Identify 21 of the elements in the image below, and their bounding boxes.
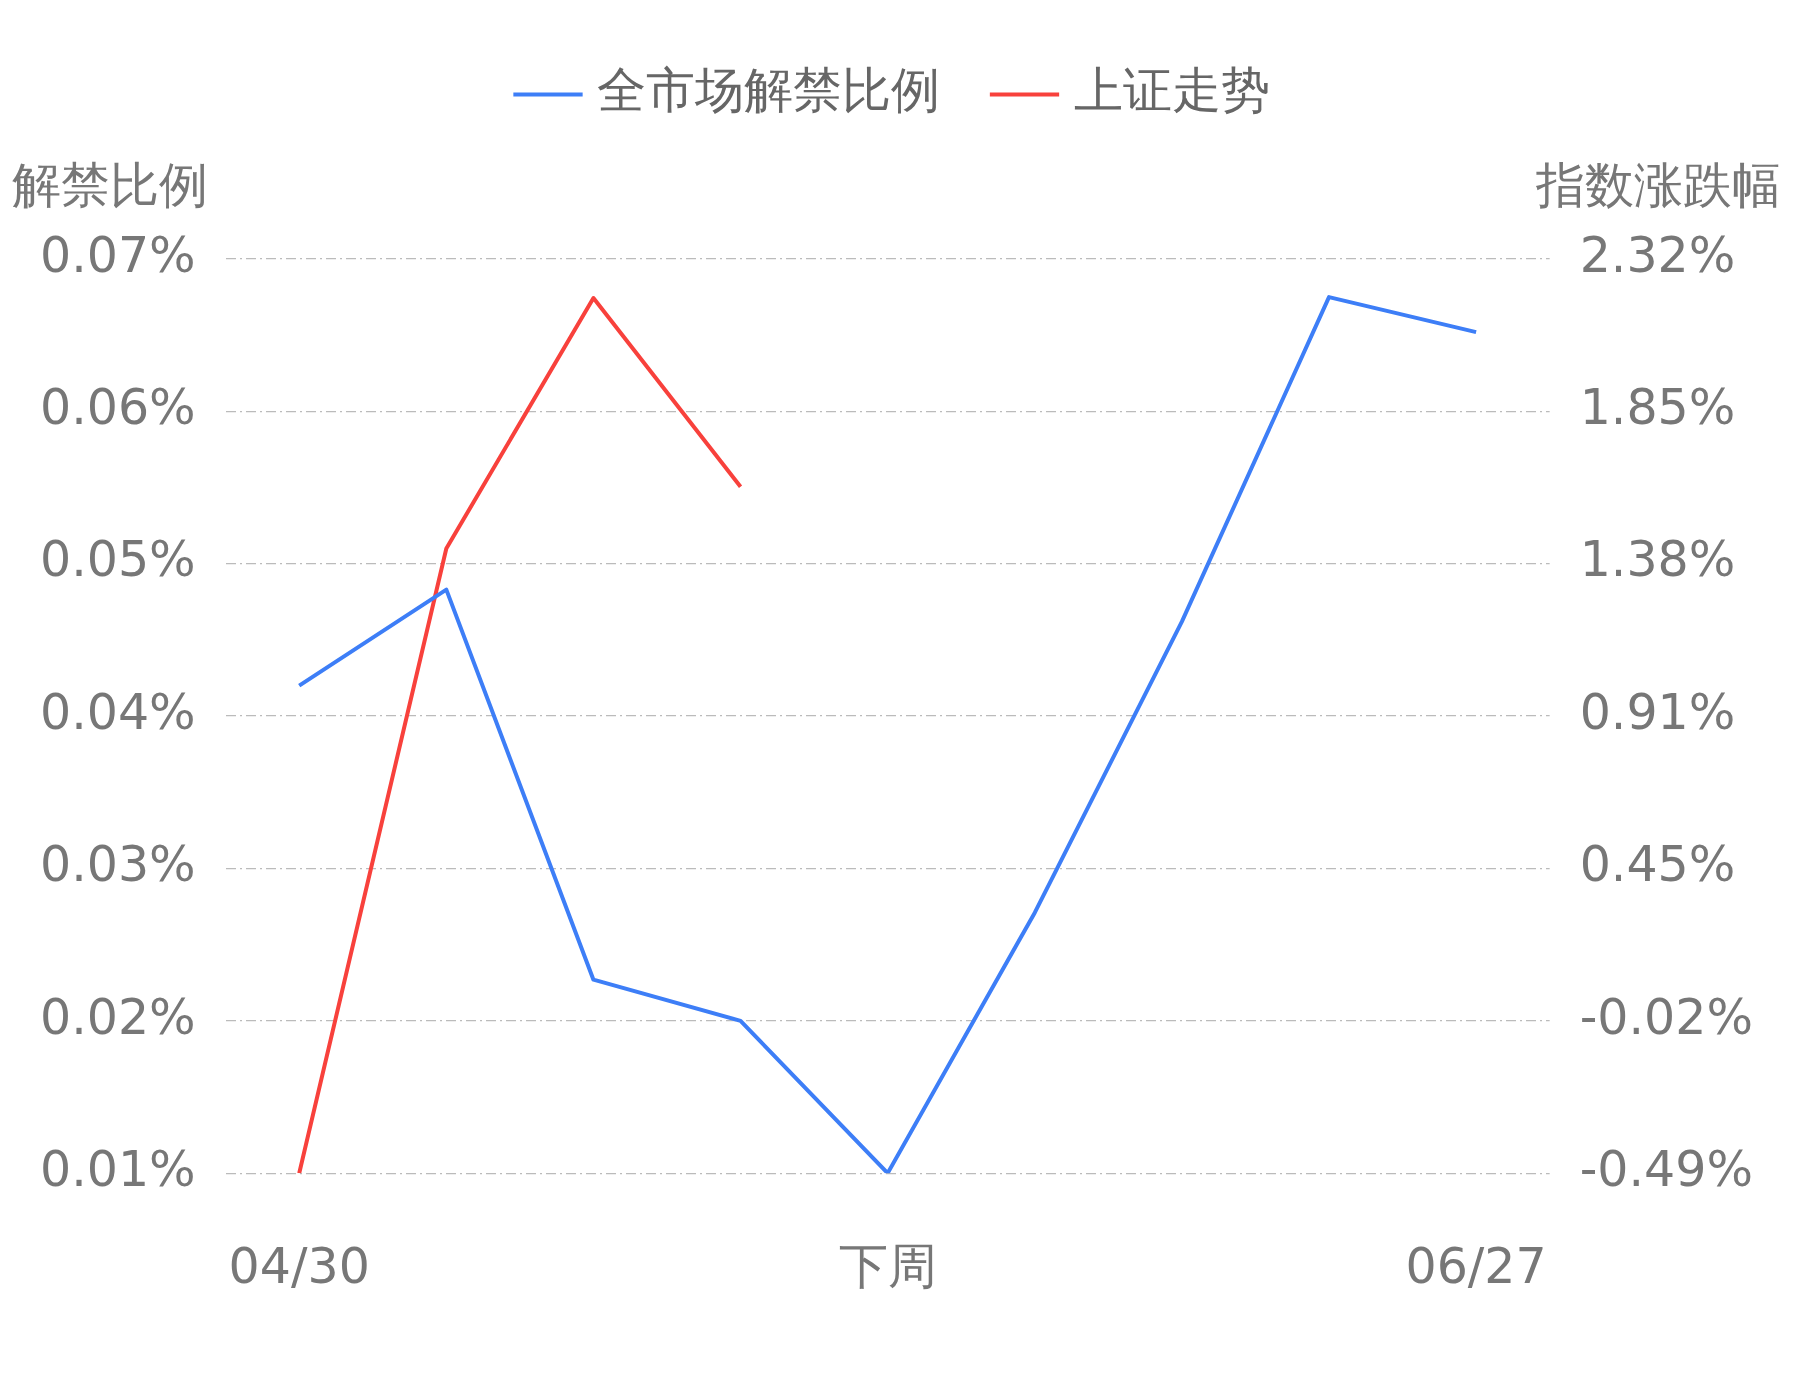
y-tick-label: 0.05% bbox=[39, 531, 196, 589]
x-tick-label: 下周 bbox=[838, 1238, 937, 1296]
x-tick-label: 04/30 bbox=[228, 1238, 370, 1296]
x-tick-label: 06/27 bbox=[1405, 1238, 1547, 1296]
y-tick-label: 0.06% bbox=[39, 379, 196, 437]
y2-tick-label: 0.45% bbox=[1579, 836, 1736, 894]
y-axis-title: 解禁比例 bbox=[12, 157, 208, 215]
y2-axis-title: 指数涨跌幅 bbox=[1535, 157, 1781, 215]
y2-tick-label: -0.49% bbox=[1579, 1140, 1753, 1198]
y2-tick-label: 2.32% bbox=[1579, 226, 1736, 284]
legend-label: 全市场解禁比例 bbox=[597, 62, 940, 120]
y-tick-label: 0.02% bbox=[39, 988, 196, 1046]
legend-label: 上证走势 bbox=[1073, 62, 1270, 120]
y-tick-label: 0.04% bbox=[39, 683, 196, 741]
y2-tick-label: -0.02% bbox=[1579, 988, 1753, 1046]
y2-tick-label: 0.91% bbox=[1579, 683, 1736, 741]
y-tick-label: 0.01% bbox=[39, 1140, 196, 1198]
y2-tick-label: 1.38% bbox=[1579, 531, 1736, 589]
y2-tick-label: 1.85% bbox=[1579, 379, 1736, 437]
y-tick-label: 0.07% bbox=[39, 226, 196, 284]
y-tick-label: 0.03% bbox=[39, 836, 196, 894]
